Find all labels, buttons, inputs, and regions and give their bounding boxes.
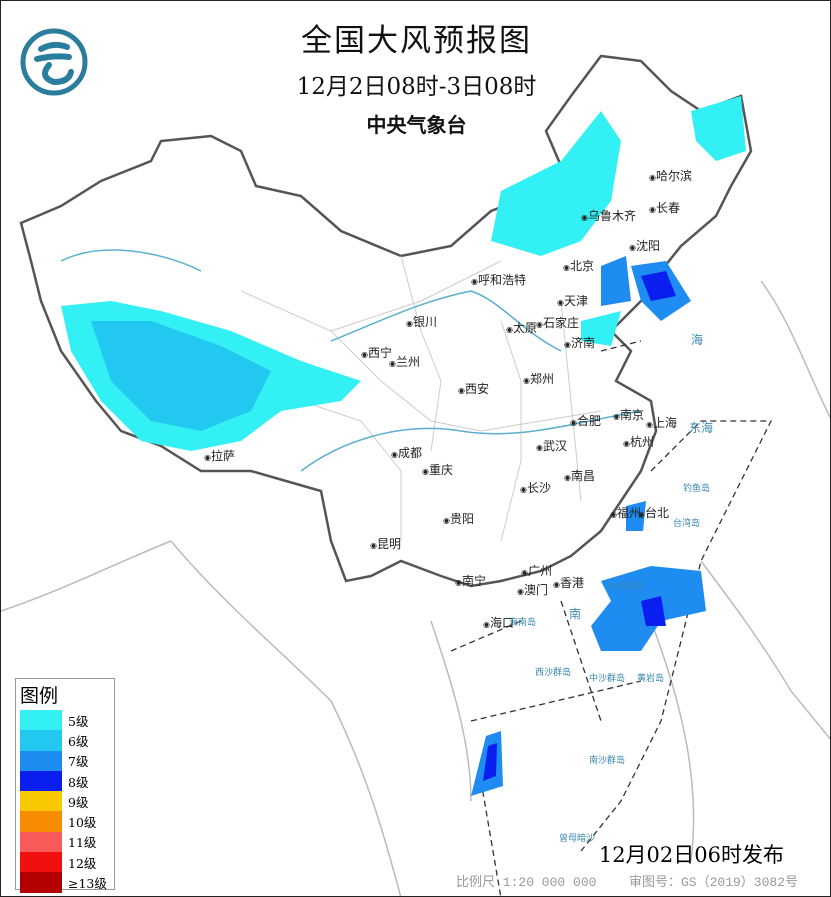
- city-label: ◉南昌: [564, 469, 595, 483]
- legend: 图例 5级 6级 7级 8级 9级 10级 11级 12级 ≥13级: [15, 678, 115, 893]
- city-label: ◉海口: [483, 616, 514, 630]
- neighbor-coastline: [1, 280, 830, 896]
- city-label: ◉郑州: [523, 372, 554, 386]
- city-label: ◉银川: [406, 315, 437, 329]
- legend-swatch: [20, 730, 62, 751]
- city-label: ◉上海: [646, 416, 677, 430]
- legend-swatch: [20, 750, 62, 771]
- city-label: ◉呼和浩特: [471, 273, 526, 287]
- legend-item: 10级: [16, 811, 114, 832]
- legend-label: 12级: [68, 855, 97, 871]
- legend-item: 9级: [16, 791, 114, 812]
- legend-item: 11级: [16, 831, 114, 853]
- legend-item: ≥13级: [16, 872, 114, 893]
- wind-area-level5: [491, 111, 621, 256]
- place-label: 东海: [689, 421, 714, 435]
- map-title: 全国大风预报图: [301, 23, 532, 59]
- place-label: 南: [569, 607, 582, 621]
- wind-area-level8: [483, 743, 497, 781]
- legend-title: 图例: [20, 685, 59, 707]
- legend-label: 10级: [68, 815, 97, 831]
- legend-swatch: [20, 770, 62, 792]
- city-label: ◉石家庄: [536, 316, 579, 330]
- legend-label: 9级: [68, 794, 89, 810]
- city-label: ◉香港: [553, 576, 584, 590]
- city-label: ◉长春: [649, 201, 680, 215]
- city-label: ◉合肥: [570, 414, 601, 428]
- legend-label: ≥13级: [68, 876, 107, 892]
- wind-area-level6: [91, 321, 271, 431]
- legend-label: 11级: [68, 835, 97, 851]
- city-label: ◉南京: [613, 408, 644, 422]
- place-label: 台湾岛: [673, 519, 701, 529]
- city-label: ◉武汉: [536, 439, 567, 453]
- city-label: ◉成都: [391, 446, 422, 460]
- city-label: ◉西宁: [361, 346, 392, 360]
- legend-swatch: [20, 811, 62, 832]
- city-label: ◉乌鲁木齐: [581, 209, 636, 223]
- wind-area-level5: [581, 311, 621, 346]
- city-label: ◉太原: [506, 321, 537, 335]
- place-label: 西沙群岛: [535, 668, 572, 678]
- agency-name: 中央气象台: [366, 113, 467, 137]
- city-label: ◉北京: [563, 259, 594, 273]
- wind-areas: [61, 96, 746, 796]
- legend-label: 5级: [68, 713, 89, 729]
- city-label: ◉西安: [458, 382, 489, 396]
- legend-item: 12级: [16, 852, 114, 873]
- legend-label: 8级: [68, 774, 89, 790]
- city-label: ◉福州: [610, 506, 641, 520]
- legend-swatch: [20, 852, 62, 873]
- city-label: ◉杭州: [623, 435, 654, 449]
- city-label: ◉长沙: [520, 481, 551, 495]
- place-label: 海: [691, 333, 704, 347]
- city-label: ◉兰州: [389, 355, 420, 369]
- place-label: 南沙群岛: [589, 756, 626, 766]
- map-scale: 比例尺 1:20 000 000: [456, 875, 597, 890]
- city-label: ◉昆明: [370, 537, 401, 551]
- maritime-boundary: [450, 340, 773, 896]
- review-number: 审图号：GS（2019）3082号: [629, 875, 799, 890]
- place-label: 东沙群岛: [607, 582, 644, 592]
- forecast-period: 12月2日08时-3日08时: [296, 74, 537, 100]
- place-label: 黄岩岛: [637, 674, 665, 684]
- city-label: ◉天津: [557, 294, 588, 308]
- issue-time: 12月02日06时发布: [598, 843, 784, 867]
- place-label: 中沙群岛: [589, 674, 626, 684]
- province-lines: [240, 255, 602, 542]
- legend-item: 8级: [16, 770, 114, 792]
- city-label: ◉重庆: [422, 463, 453, 477]
- legend-label: 6级: [68, 733, 89, 749]
- place-label: 曾母暗沙: [559, 834, 596, 844]
- river: [60, 249, 642, 472]
- wind-area-level7: [626, 501, 646, 531]
- place-label: 海南岛: [509, 618, 537, 628]
- city-label: ◉沈阳: [629, 239, 660, 253]
- city-label: ◉贵阳: [443, 512, 474, 526]
- legend-swatch: [20, 710, 62, 731]
- wind-area-level8: [641, 271, 676, 301]
- city-label: ◉拉萨: [204, 449, 235, 463]
- legend-item: 5级: [16, 710, 114, 731]
- city-label: ◉哈尔滨: [649, 169, 692, 183]
- city-label: ◉澳门: [517, 583, 548, 597]
- legend-swatch: [20, 872, 62, 893]
- legend-swatch: [20, 831, 62, 853]
- wind-area-level5: [691, 96, 746, 161]
- wind-area-level8: [641, 596, 666, 626]
- legend-item: 7级: [16, 750, 114, 771]
- city-label: ◉济南: [564, 336, 595, 350]
- legend-swatch: [20, 791, 62, 812]
- legend-item: 6级: [16, 730, 114, 751]
- place-label: 钓鱼岛: [683, 484, 711, 494]
- city-label: ◉台北: [638, 506, 669, 520]
- city-label: ◉广州: [521, 564, 552, 578]
- legend-label: 7级: [68, 754, 89, 770]
- city-label: ◉南宁: [455, 574, 486, 588]
